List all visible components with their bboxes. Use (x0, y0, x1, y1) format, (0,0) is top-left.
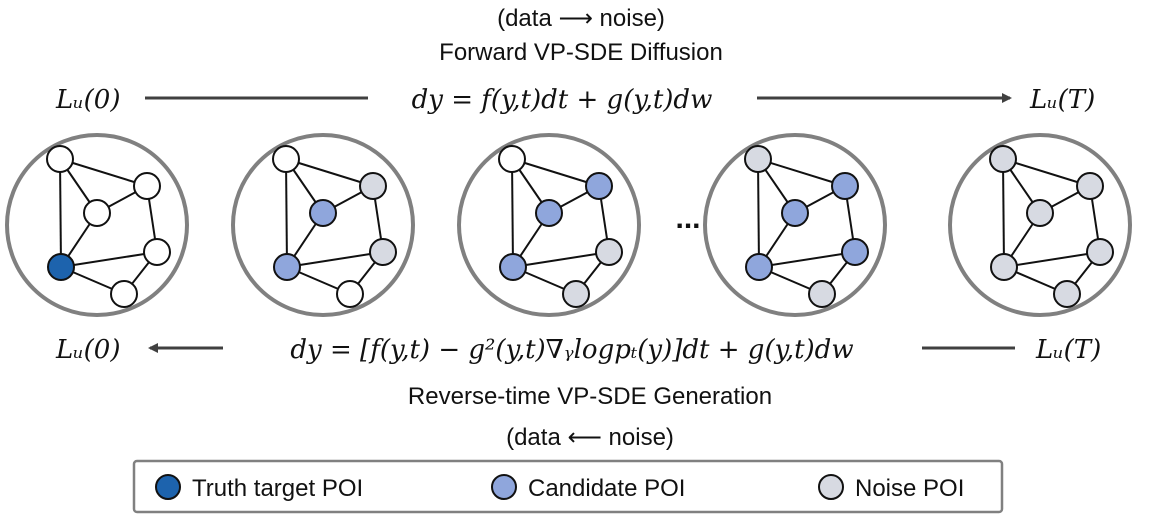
forward-equation: dy = f(y,t)dt + g(y,t)dw (412, 85, 713, 115)
graph-sequence (5, 133, 1132, 317)
poi-node-truth (47, 253, 75, 281)
graph-edge (758, 251, 856, 268)
poi-node-candidate (273, 253, 301, 281)
graph-edge (285, 158, 374, 187)
legend-swatch-truth (155, 474, 181, 500)
graph-edge (60, 251, 158, 268)
legend: Truth target POI Candidate POI Noise POI (155, 474, 964, 502)
graph-3 (457, 133, 641, 317)
poi-node-candidate (745, 253, 773, 281)
forward-direction: (data ⟶ noise) (497, 5, 665, 32)
graph-4 (703, 133, 887, 317)
reverse-start-label: Lᵤ(T) (1035, 335, 1101, 365)
reverse-end-label: Lᵤ(0) (55, 335, 120, 365)
legend-label-noise: Noise POI (855, 475, 964, 502)
poi-node-clean (498, 145, 526, 173)
graph-edge (286, 251, 384, 268)
forward-title: Forward VP-SDE Diffusion (439, 39, 723, 66)
graph-2 (231, 133, 415, 317)
poi-node-clean (83, 199, 111, 227)
poi-node-noise (359, 172, 387, 200)
graph-edge (511, 158, 600, 187)
ellipsis: ... (675, 202, 700, 235)
legend-label-candidate: Candidate POI (528, 475, 685, 502)
legend-box (132, 459, 1004, 514)
poi-node-noise (990, 253, 1018, 281)
poi-node-clean (133, 172, 161, 200)
poi-node-candidate (831, 172, 859, 200)
reverse-equation: dy = [f(y,t) − g²(y,t)∇ᵧlogpₜ(y)]dt + g(… (290, 335, 853, 365)
poi-node-candidate (781, 199, 809, 227)
graph-edge (512, 251, 610, 268)
poi-node-candidate (499, 253, 527, 281)
graph-edge (757, 158, 760, 268)
graph-edge (1002, 158, 1091, 187)
poi-node-candidate (841, 238, 869, 266)
poi-node-noise (1026, 199, 1054, 227)
poi-node-clean (143, 238, 171, 266)
poi-node-noise (744, 145, 772, 173)
poi-node-noise (1086, 238, 1114, 266)
poi-node-clean (46, 145, 74, 173)
reverse-title: Reverse-time VP-SDE Generation (408, 383, 772, 410)
poi-node-noise (989, 145, 1017, 173)
poi-node-noise (1076, 172, 1104, 200)
poi-node-candidate (585, 172, 613, 200)
legend-swatch-candidate (491, 474, 517, 500)
graph-5 (948, 133, 1132, 317)
poi-node-noise (808, 280, 836, 308)
graph-edge (1003, 251, 1101, 268)
reverse-direction: (data ⟵ noise) (506, 424, 674, 451)
poi-node-noise (562, 280, 590, 308)
graph-edge (1002, 158, 1005, 268)
graph-1 (5, 133, 189, 317)
poi-node-clean (336, 280, 364, 308)
poi-node-candidate (535, 199, 563, 227)
graph-edge (59, 158, 62, 268)
graph-edge (59, 158, 148, 187)
legend-label-truth: Truth target POI (192, 475, 363, 502)
poi-node-candidate (309, 199, 337, 227)
poi-node-noise (1053, 280, 1081, 308)
poi-node-clean (110, 280, 138, 308)
legend-swatch-noise (818, 474, 844, 500)
graph-edge (511, 158, 514, 268)
poi-node-noise (595, 238, 623, 266)
forward-end-label: Lᵤ(T) (1029, 85, 1095, 115)
forward-start-label: Lᵤ(0) (55, 85, 120, 115)
graph-edge (757, 158, 846, 187)
graph-edge (285, 158, 288, 268)
poi-node-clean (272, 145, 300, 173)
poi-node-noise (369, 238, 397, 266)
